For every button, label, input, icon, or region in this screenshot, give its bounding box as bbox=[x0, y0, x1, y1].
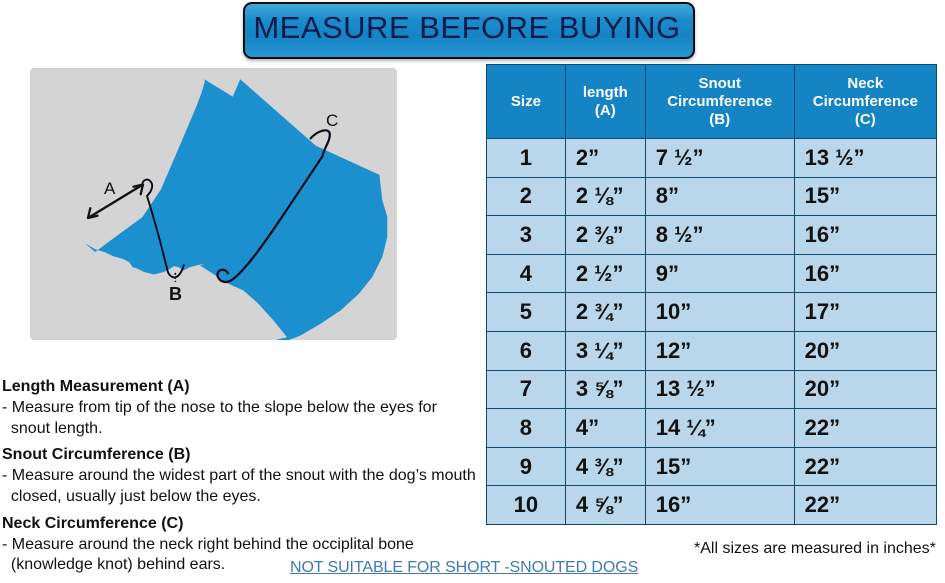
svg-text:B: B bbox=[169, 284, 182, 304]
svg-text:A: A bbox=[104, 179, 116, 198]
svg-text:C: C bbox=[326, 111, 338, 130]
